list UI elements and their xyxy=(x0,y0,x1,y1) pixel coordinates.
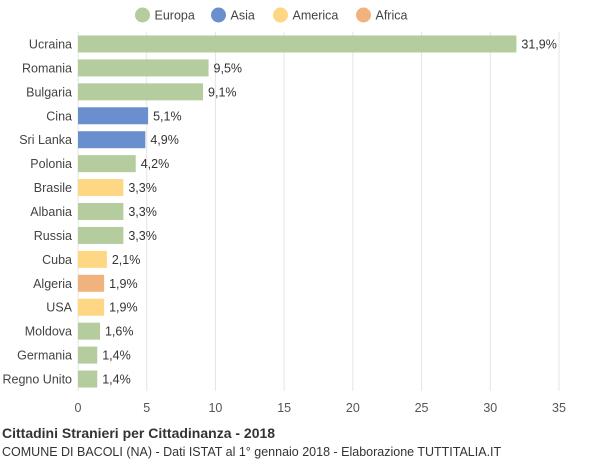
bar-value-label: 9,1% xyxy=(208,85,237,99)
bar-chart: Europa Asia America Africa 31,9% 9,5% 9,1% 5,1… xyxy=(3,7,566,415)
bar xyxy=(78,346,98,364)
x-tick-label: 35 xyxy=(552,401,566,415)
legend-swatch xyxy=(356,7,371,23)
bar-value-label: 3,3% xyxy=(128,229,157,243)
bar-value-label: 3,3% xyxy=(128,205,157,219)
x-axis-labels: 0 5 10 15 20 25 30 35 xyxy=(75,401,566,415)
bar xyxy=(78,107,149,125)
x-tick-label: 30 xyxy=(483,401,497,415)
y-category-label: Russia xyxy=(34,229,72,243)
bar-value-label: 2,1% xyxy=(112,253,141,267)
legend-label: Europa xyxy=(155,9,195,23)
legend-swatch xyxy=(273,7,288,23)
legend-swatch xyxy=(135,7,150,23)
chart-legend: Europa Asia America Africa xyxy=(135,7,408,23)
legend-swatch xyxy=(211,7,226,23)
chart-bars: 31,9% 9,5% 9,1% 5,1% 4,9% 4,2% 3,3% 3,3% 3,3% 2,1… xyxy=(78,35,557,388)
bar xyxy=(78,83,204,101)
y-category-label: Brasile xyxy=(34,181,72,195)
bar-value-label: 1,4% xyxy=(102,373,130,387)
legend-label: Asia xyxy=(231,9,255,23)
y-category-label: Ucraina xyxy=(29,37,72,51)
bar xyxy=(78,298,105,316)
bar-value-label: 1,9% xyxy=(109,301,137,315)
x-tick-label: 0 xyxy=(75,401,82,415)
y-category-label: USA xyxy=(46,301,72,315)
y-category-label: Cina xyxy=(46,109,72,123)
x-tick-label: 25 xyxy=(415,401,429,415)
x-tick-label: 20 xyxy=(346,401,360,415)
bar xyxy=(78,274,105,292)
bar-value-label: 5,1% xyxy=(153,109,182,123)
bar xyxy=(78,59,209,77)
y-category-label: Sri Lanka xyxy=(19,133,72,147)
bar-value-label: 31,9% xyxy=(521,37,556,51)
x-tick-label: 10 xyxy=(208,401,222,415)
chart-footer-title: Cittadini Stranieri per Cittadinanza - 2… xyxy=(2,425,276,441)
bar-value-label: 4,2% xyxy=(141,157,170,171)
y-category-label: Moldova xyxy=(25,325,72,339)
bar xyxy=(78,35,517,53)
y-category-label: Bulgaria xyxy=(26,85,72,99)
y-category-label: Albania xyxy=(30,205,72,219)
bar-value-label: 4,9% xyxy=(150,133,179,147)
bar xyxy=(78,203,124,220)
legend-label: America xyxy=(293,9,339,23)
bar-value-label: 1,4% xyxy=(102,349,130,363)
bar xyxy=(78,226,124,244)
y-category-label: Cuba xyxy=(42,253,72,267)
chart-footer-subtitle: COMUNE DI BACOLI (NA) - Dati ISTAT al 1°… xyxy=(2,445,502,459)
x-tick-label: 5 xyxy=(143,401,150,415)
y-category-label: Algeria xyxy=(33,277,72,291)
y-category-label: Germania xyxy=(17,349,72,363)
bar xyxy=(78,250,107,268)
bar-value-label: 3,3% xyxy=(128,181,157,195)
y-category-label: Regno Unito xyxy=(3,373,73,387)
y-axis-labels: Ucraina Romania Bulgaria Cina Sri Lanka Polon… xyxy=(3,37,73,386)
legend-label: Africa xyxy=(376,9,408,23)
bar xyxy=(78,322,100,340)
bar-value-label: 9,5% xyxy=(214,61,243,75)
bar-value-label: 1,6% xyxy=(105,325,134,339)
bar xyxy=(78,370,98,388)
y-category-label: Polonia xyxy=(30,157,72,171)
y-category-label: Romania xyxy=(22,61,72,75)
bar xyxy=(78,179,124,197)
x-tick-label: 15 xyxy=(277,401,291,415)
bar xyxy=(78,155,136,173)
bar-value-label: 1,9% xyxy=(109,277,137,291)
bar xyxy=(78,131,146,149)
